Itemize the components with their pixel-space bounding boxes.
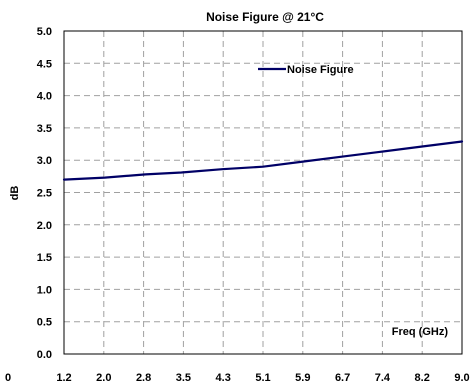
x-axis-ticks: 1.2 2.0 2.8 3.5 4.3 5.1 5.9 6.7 7.4 8.2 9.0 [56, 372, 469, 383]
y-tick-label: 3.0 [37, 155, 52, 167]
x-tick-label: 2.0 [96, 372, 111, 383]
x-tick-label: 8.2 [415, 372, 430, 383]
y-tick-label: 5.0 [37, 26, 52, 38]
y-tick-label: 1.5 [37, 252, 52, 264]
y-axis-ticks: 0.0 0.5 1.0 1.5 2.0 2.5 3.0 3.5 4.0 4.5 5.0 [37, 26, 52, 361]
x-axis-label: Freq (GHz) [392, 326, 449, 338]
y-tick-label: 0.5 [37, 317, 52, 329]
y-tick-label: 4.0 [37, 91, 52, 103]
x-tick-label: 1.2 [56, 372, 71, 383]
grid-lines [64, 31, 462, 354]
x-tick-label: 5.9 [295, 372, 310, 383]
series-line [62, 140, 464, 181]
x-tick-label: 9.0 [454, 372, 469, 383]
y-tick-label: 2.0 [37, 220, 52, 232]
y-tick-label: 0.0 [37, 349, 52, 361]
x-tick-label: 6.7 [335, 372, 350, 383]
y-tick-label: 1.0 [37, 284, 52, 296]
y-axis-label: dB [9, 186, 21, 201]
plot-area [63, 30, 463, 355]
chart-title: Noise Figure @ 21°C [206, 10, 324, 24]
y-tick-label: 2.5 [37, 188, 52, 200]
x-tick-label: 2.8 [136, 372, 151, 383]
legend-label: Noise Figure [287, 64, 354, 76]
y-tick-label: 3.5 [37, 123, 52, 135]
legend: Noise Figure [258, 64, 354, 76]
y-tick-label: 4.5 [37, 58, 52, 70]
x-tick-label: 5.1 [255, 372, 270, 383]
x-tick-label: 3.5 [176, 372, 191, 383]
x-tick-label: 4.3 [216, 372, 231, 383]
x-tick-label: 7.4 [375, 372, 391, 383]
series-layer [62, 140, 464, 181]
x-axis-min-label: 0 [5, 372, 11, 383]
